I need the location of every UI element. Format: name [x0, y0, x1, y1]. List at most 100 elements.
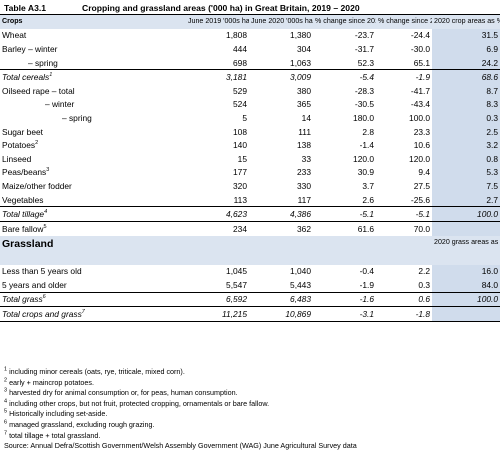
crop-sugar-beet-ch2019: 2.8 [362, 126, 374, 137]
grass-header-row: Grassland 2020 grass areas as % of total… [0, 235, 500, 265]
crop-total-cereals-ch2015: -1.9 [376, 69, 432, 84]
crop-potatoes-v2020: 138 [297, 140, 311, 151]
crop-peas-beans-label: Peas/beans [2, 167, 47, 178]
crop-oilseed-rape-total-v2020: 380 [297, 85, 311, 96]
crop-wheat-ch2015: -24.4 [410, 30, 430, 41]
grass-total-crops-and-grass-row: Total crops and grass7 11,215 10,869 -3.1 -1… [0, 306, 500, 322]
footnote-text: managed grassland, excluding rough grazi… [9, 419, 155, 429]
crop-total-tillage-ch2015: -5.1 [376, 206, 432, 222]
crop-vegetables-ch2015: -25.6 [410, 194, 430, 205]
crop-potatoes-row: Potatoes2 140 138 -1.4 10.6 3.2 [0, 138, 500, 152]
crop-linseed-label: Linseed [2, 153, 32, 164]
grass-total-crops-and-grass-pct [432, 306, 500, 322]
crop-maize-other-fodder-ch2015: 27.5 [413, 180, 430, 191]
grass-total-crops-and-grass-v2020: 10,869 [249, 306, 313, 322]
crop-spring-v2020: 1,063 [290, 57, 311, 68]
crop-maize-other-fodder-label: Maize/other fodder [2, 180, 72, 191]
crop-wheat-row: Wheat 1,808 1,380 -23.7 -24.4 31.5 [0, 28, 500, 43]
crop-wheat-label: Wheat [2, 30, 27, 41]
crop-vegetables-pct: 2.7 [432, 192, 500, 207]
crop-linseed-label-cell: Linseed [0, 152, 186, 166]
footnote-item: 1 including minor cereals (oats, rye, tr… [4, 367, 357, 378]
footnote-number: 1 [4, 366, 8, 373]
crop-total-cereals-pct: 68.6 [432, 69, 500, 84]
crop-spring-v2019: 698 [233, 57, 247, 68]
crop-maize-other-fodder-pct: 7.5 [432, 179, 500, 193]
table-title: Cropping and grassland areas ('000 ha) i… [82, 3, 360, 13]
header-grass-pct: 2020 grass areas as % of total grass are… [434, 237, 500, 246]
grass-5-years-and-older-v2020: 5,443 [290, 279, 311, 290]
footnote-item: 5 Historically including set-aside. [4, 409, 357, 420]
crop-oilseed-rape-total-ch2019: -28.3 [354, 85, 374, 96]
crop-wheat-v2019: 1,808 [226, 30, 247, 41]
crops-header-row: Crops June 2019 '000s ha June 2020 '000s… [0, 13, 500, 29]
crop-bare-fallow-pct [432, 220, 500, 236]
crop-vegetables-label-cell: Vegetables [0, 193, 186, 207]
grass-total-grass-label: Total grass [2, 294, 43, 305]
crop-barley-winter-ch2019: -31.7 [354, 43, 374, 54]
grass-total-grass-v2019: 6,592 [186, 291, 249, 307]
header-crop-pct: 2020 crop areas as % of total tillage ar… [432, 13, 500, 29]
crop-peas-beans-footnote-ref: 3 [46, 167, 50, 174]
grass-section-label: Grassland [2, 237, 54, 250]
grass-less-than-5-years-old-pct: 16.0 [432, 264, 500, 279]
footnote-item: 2 early + maincrop potatoes. [4, 377, 357, 389]
crop-winter-label-cell: – winter [0, 98, 186, 112]
crop-barley-winter-label: Barley – winter [2, 43, 58, 54]
crop-sugar-beet-label: Sugar beet [2, 126, 43, 137]
grass-5-years-and-older-label-cell: 5 years and older [0, 278, 186, 292]
crop-spring-label-cell: – spring [0, 111, 186, 125]
crop-wheat-v2020: 1,380 [290, 30, 311, 41]
crop-winter-v2020: 365 [297, 99, 311, 110]
footnote-item: 4 including other crops, but not fruit, … [4, 399, 357, 410]
crop-total-cereals-label: Total cereals [2, 72, 50, 83]
crop-bare-fallow-v2020: 362 [249, 220, 313, 236]
crop-total-tillage-label: Total tillage [2, 209, 45, 220]
footnote-text: including minor cereals (oats, rye, trit… [9, 367, 185, 376]
crop-peas-beans-v2019: 177 [233, 167, 247, 178]
grass-total-crops-and-grass-label-cell: Total crops and grass7 [0, 306, 186, 322]
header-change-2019: % change since 2019 [313, 13, 376, 29]
crop-spring-label-cell: – spring [0, 56, 186, 70]
crop-spring-ch2015: 100.0 [409, 112, 430, 123]
crop-winter-row: – winter 524 365 -30.5 -43.4 8.3 [0, 97, 500, 112]
crop-spring-label: – spring [62, 112, 92, 123]
grass-5-years-and-older-row: 5 years and older 5,547 5,443 -1.9 0.3 84.0 [0, 278, 500, 293]
crops-section-label: Crops [0, 13, 186, 29]
crop-spring-v2020: 14 [301, 112, 311, 123]
grass-less-than-5-years-old-v2020: 1,040 [290, 266, 311, 277]
grass-total-grass-v2020: 6,483 [249, 291, 313, 307]
grass-5-years-and-older-ch2019: -1.9 [359, 279, 374, 290]
footnote-number: 7 [4, 430, 8, 437]
crop-vegetables-label: Vegetables [2, 194, 44, 205]
grass-total-grass-label-cell: Total grass6 [0, 291, 186, 307]
crop-total-cereals-v2019: 3,181 [186, 69, 249, 84]
crop-total-cereals-v2020: 3,009 [249, 69, 313, 84]
crop-spring-ch2019: 52.3 [357, 57, 374, 68]
grass-less-than-5-years-old-v2019: 1,045 [226, 266, 247, 277]
crop-total-tillage-row: Total tillage4 4,623 4,386 -5.1 -5.1 100.0 [0, 206, 500, 222]
grass-less-than-5-years-old-label: Less than 5 years old [2, 266, 82, 277]
grass-total-crops-and-grass-label: Total crops and grass [2, 309, 82, 320]
footnote-number: 4 [4, 398, 8, 405]
crop-peas-beans-pct: 5.3 [432, 165, 500, 180]
crop-winter-label: – winter [45, 99, 75, 110]
footnote-item: 3 harvested dry for animal consumption o… [4, 388, 357, 399]
crop-vegetables-v2019: 113 [233, 194, 247, 205]
crop-sugar-beet-v2020: 111 [298, 126, 311, 137]
footnote-text: total tillage + total grassland. [9, 430, 101, 440]
crop-peas-beans-label-cell: Peas/beans3 [0, 166, 186, 180]
footnote-text: harvested dry for animal consumption or,… [9, 388, 238, 398]
crop-potatoes-label-cell: Potatoes2 [0, 138, 186, 152]
crop-total-tillage-label-cell: Total tillage4 [0, 206, 186, 222]
crop-total-tillage-ch2019: -5.1 [313, 206, 376, 222]
grass-less-than-5-years-old-label-cell: Less than 5 years old [0, 265, 186, 279]
cropping-table: Crops June 2019 '000s ha June 2020 '000s… [0, 13, 500, 322]
crop-vegetables-row: Vegetables 113 117 2.6 -25.6 2.7 [0, 192, 500, 207]
crop-potatoes-ch2015: 10.6 [413, 140, 430, 151]
crop-spring-row: – spring 698 1,063 52.3 65.1 24.2 [0, 55, 500, 70]
crop-peas-beans-row: Peas/beans3 177 233 30.9 9.4 5.3 [0, 165, 500, 180]
header-june-2019: June 2019 '000s ha [186, 13, 249, 29]
crop-linseed-v2019: 15 [237, 153, 247, 164]
